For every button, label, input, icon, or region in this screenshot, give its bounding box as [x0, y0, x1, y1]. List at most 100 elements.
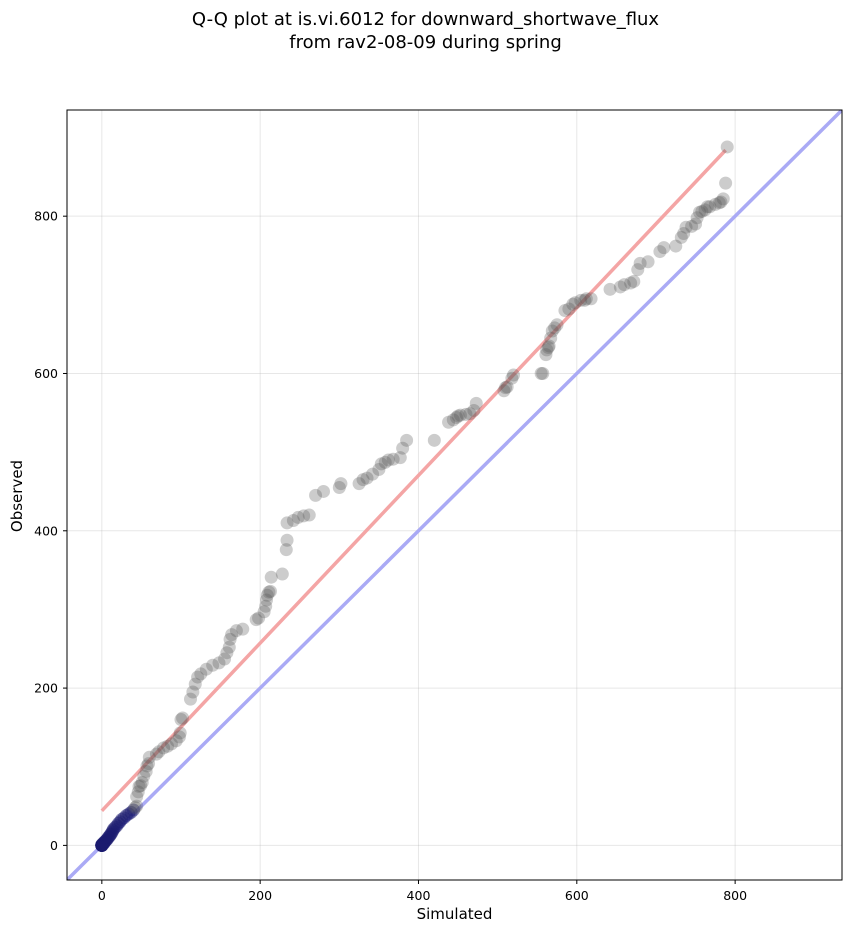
- data-point: [603, 282, 617, 296]
- data-point: [95, 838, 109, 852]
- data-point: [381, 453, 395, 467]
- data-point: [459, 407, 473, 421]
- data-point: [173, 726, 187, 740]
- fit-line: [100, 148, 727, 812]
- axes-frame: [66, 109, 843, 881]
- data-point: [96, 837, 110, 851]
- scatter-points: [95, 140, 734, 852]
- data-point: [653, 245, 667, 259]
- data-point: [674, 230, 688, 244]
- data-point: [627, 274, 641, 288]
- data-point: [693, 205, 707, 219]
- data-point: [191, 670, 205, 684]
- data-point: [236, 622, 250, 636]
- data-point: [95, 838, 109, 852]
- data-point: [137, 769, 151, 783]
- data-point: [708, 197, 722, 211]
- data-point: [578, 293, 592, 307]
- data-point: [174, 713, 188, 727]
- data-point: [280, 516, 294, 530]
- data-point: [96, 836, 110, 850]
- data-point: [545, 324, 559, 338]
- data-point: [332, 481, 346, 495]
- data-point: [698, 203, 712, 217]
- data-point: [386, 452, 400, 466]
- y-axis-label: Observed: [8, 459, 26, 533]
- data-point: [103, 829, 117, 843]
- reference-lines: [67, 110, 842, 880]
- data-point: [113, 815, 127, 829]
- data-point: [260, 588, 274, 602]
- data-point: [542, 339, 556, 353]
- data-point: [449, 411, 463, 425]
- data-point: [720, 140, 734, 154]
- data-point: [169, 734, 183, 748]
- data-point: [100, 832, 114, 846]
- data-point: [574, 293, 588, 307]
- data-point: [624, 276, 638, 290]
- data-point: [352, 477, 366, 491]
- data-point: [427, 433, 441, 447]
- data-point: [280, 533, 294, 547]
- data-point: [393, 451, 407, 465]
- data-point: [259, 593, 273, 607]
- data-point: [218, 652, 232, 666]
- data-point: [262, 585, 276, 599]
- data-point: [95, 838, 109, 852]
- data-point: [130, 790, 144, 804]
- data-point: [633, 256, 647, 270]
- data-point: [222, 640, 236, 654]
- data-point: [719, 176, 733, 190]
- data-point: [225, 628, 239, 642]
- data-point: [95, 838, 109, 852]
- data-point: [117, 811, 131, 825]
- data-point: [716, 192, 730, 206]
- data-point: [453, 408, 467, 422]
- data-point: [98, 834, 112, 848]
- data-point: [104, 827, 118, 841]
- data-point: [157, 741, 171, 755]
- chart-title: Q-Q plot at is.vi.6012 for downward_shor…: [191, 9, 660, 53]
- data-point: [579, 292, 593, 306]
- data-point: [95, 838, 109, 852]
- data-point: [703, 200, 717, 214]
- data-point: [206, 658, 220, 672]
- data-point: [562, 302, 576, 316]
- data-point: [130, 799, 144, 813]
- data-point: [149, 747, 163, 761]
- ticks: 0 200 400 600 800 0 200 400 600 800: [34, 209, 747, 903]
- data-point: [134, 779, 148, 793]
- data-point: [536, 366, 550, 380]
- data-point: [176, 711, 190, 725]
- data-point: [396, 441, 410, 455]
- x-axis-label: Simulated: [416, 905, 493, 923]
- data-point: [199, 662, 213, 676]
- data-point: [442, 415, 456, 429]
- data-point: [220, 646, 234, 660]
- data-point: [657, 241, 671, 255]
- data-point: [712, 196, 726, 210]
- data-point: [110, 819, 124, 833]
- data-point: [135, 775, 149, 789]
- data-point: [548, 321, 562, 335]
- data-point: [122, 807, 136, 821]
- x-tick-label: 800: [723, 888, 747, 903]
- data-point: [451, 409, 465, 423]
- data-point: [291, 510, 305, 524]
- data-point: [500, 380, 514, 394]
- data-point: [161, 739, 175, 753]
- data-point: [139, 764, 153, 778]
- data-point: [186, 685, 200, 699]
- data-point: [685, 219, 699, 233]
- data-point: [506, 368, 520, 382]
- data-point: [700, 200, 714, 214]
- data-point: [102, 830, 116, 844]
- data-point: [108, 820, 122, 834]
- data-point: [229, 624, 243, 638]
- data-point: [223, 632, 237, 646]
- data-point: [631, 263, 645, 277]
- data-point: [212, 656, 226, 670]
- data-point: [677, 226, 691, 240]
- data-point: [97, 836, 111, 850]
